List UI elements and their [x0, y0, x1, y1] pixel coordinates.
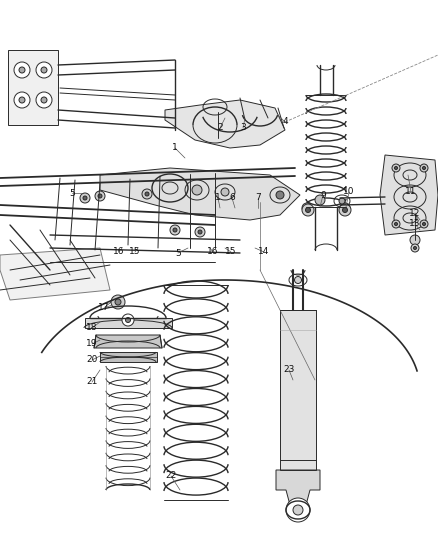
Circle shape [19, 97, 25, 103]
Circle shape [395, 166, 398, 169]
Circle shape [302, 203, 312, 213]
Circle shape [95, 191, 105, 201]
Circle shape [195, 227, 205, 237]
Circle shape [122, 314, 134, 326]
Circle shape [115, 299, 121, 305]
Text: 12: 12 [410, 208, 420, 217]
Text: 18: 18 [86, 324, 98, 333]
Circle shape [420, 220, 428, 228]
Circle shape [170, 225, 180, 235]
Circle shape [19, 67, 25, 73]
Circle shape [315, 195, 325, 205]
Circle shape [142, 189, 152, 199]
Circle shape [14, 62, 30, 78]
Circle shape [413, 246, 417, 249]
Circle shape [423, 166, 425, 169]
Text: 3: 3 [240, 124, 246, 133]
Circle shape [36, 62, 52, 78]
Text: 14: 14 [258, 247, 270, 256]
Circle shape [305, 206, 309, 210]
Circle shape [392, 220, 400, 228]
Text: 13: 13 [409, 220, 421, 229]
Circle shape [145, 192, 149, 196]
Circle shape [83, 196, 87, 200]
Circle shape [173, 228, 177, 232]
Text: 7: 7 [255, 193, 261, 203]
Circle shape [339, 198, 345, 204]
Text: 5: 5 [175, 248, 181, 257]
Text: 23: 23 [283, 366, 295, 375]
Text: 6: 6 [229, 193, 235, 203]
Circle shape [198, 230, 202, 234]
Text: 11: 11 [405, 188, 417, 197]
Circle shape [340, 203, 350, 213]
Circle shape [41, 67, 47, 73]
Circle shape [410, 235, 420, 245]
Circle shape [36, 92, 52, 108]
Polygon shape [276, 470, 320, 505]
Circle shape [14, 92, 30, 108]
Circle shape [420, 164, 428, 172]
Polygon shape [94, 335, 162, 348]
Polygon shape [100, 168, 300, 220]
Polygon shape [0, 248, 110, 300]
Circle shape [343, 206, 347, 210]
Circle shape [276, 191, 284, 199]
Polygon shape [380, 155, 438, 235]
Text: 21: 21 [86, 377, 98, 386]
Text: 10: 10 [343, 188, 355, 197]
Circle shape [305, 207, 311, 213]
Circle shape [339, 204, 351, 216]
Circle shape [111, 295, 125, 309]
Circle shape [286, 498, 310, 522]
Circle shape [411, 244, 419, 252]
Text: 15: 15 [225, 247, 237, 256]
Polygon shape [165, 100, 285, 148]
Text: 2: 2 [217, 124, 223, 133]
Polygon shape [8, 50, 58, 125]
Polygon shape [280, 310, 316, 470]
Circle shape [302, 204, 314, 216]
Circle shape [126, 318, 131, 322]
Text: 9: 9 [320, 190, 326, 199]
Text: 17: 17 [98, 303, 110, 312]
Text: 15: 15 [129, 247, 141, 256]
Circle shape [423, 222, 425, 225]
Text: 1: 1 [215, 193, 221, 203]
Text: 19: 19 [86, 340, 98, 349]
Circle shape [192, 185, 202, 195]
Circle shape [221, 188, 229, 196]
Circle shape [41, 97, 47, 103]
Polygon shape [100, 352, 157, 362]
Text: 1: 1 [172, 143, 178, 152]
Circle shape [98, 194, 102, 198]
Polygon shape [85, 318, 172, 328]
Text: 16: 16 [207, 247, 219, 256]
Circle shape [395, 222, 398, 225]
Text: 20: 20 [86, 356, 98, 365]
Text: 5: 5 [69, 189, 75, 198]
Text: 22: 22 [166, 472, 177, 481]
Circle shape [80, 193, 90, 203]
Circle shape [343, 207, 347, 213]
Circle shape [392, 164, 400, 172]
Circle shape [293, 505, 303, 515]
Text: 16: 16 [113, 247, 125, 256]
Circle shape [294, 277, 301, 284]
Text: 4: 4 [282, 117, 288, 126]
